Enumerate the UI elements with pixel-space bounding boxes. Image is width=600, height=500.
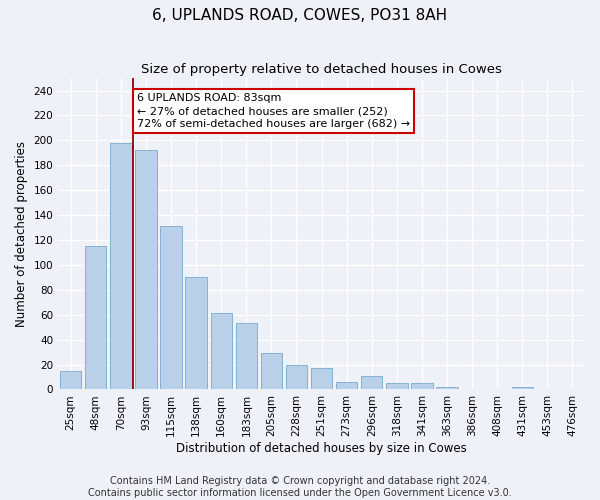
Bar bbox=[261, 354, 282, 390]
Bar bbox=[160, 226, 182, 390]
Title: Size of property relative to detached houses in Cowes: Size of property relative to detached ho… bbox=[141, 62, 502, 76]
Bar bbox=[512, 387, 533, 390]
Bar bbox=[236, 324, 257, 390]
Bar bbox=[411, 383, 433, 390]
Bar bbox=[436, 387, 458, 390]
Bar bbox=[60, 371, 82, 390]
Bar bbox=[136, 150, 157, 390]
Bar bbox=[361, 376, 382, 390]
Text: 6, UPLANDS ROAD, COWES, PO31 8AH: 6, UPLANDS ROAD, COWES, PO31 8AH bbox=[152, 8, 448, 22]
Bar bbox=[211, 314, 232, 390]
Text: 6 UPLANDS ROAD: 83sqm
← 27% of detached houses are smaller (252)
72% of semi-det: 6 UPLANDS ROAD: 83sqm ← 27% of detached … bbox=[137, 93, 410, 130]
Bar bbox=[311, 368, 332, 390]
Bar bbox=[386, 383, 407, 390]
X-axis label: Distribution of detached houses by size in Cowes: Distribution of detached houses by size … bbox=[176, 442, 467, 455]
Bar bbox=[185, 278, 207, 390]
Bar bbox=[110, 143, 131, 390]
Text: Contains HM Land Registry data © Crown copyright and database right 2024.
Contai: Contains HM Land Registry data © Crown c… bbox=[88, 476, 512, 498]
Bar bbox=[336, 382, 358, 390]
Bar bbox=[286, 364, 307, 390]
Y-axis label: Number of detached properties: Number of detached properties bbox=[15, 141, 28, 327]
Bar bbox=[85, 246, 106, 390]
